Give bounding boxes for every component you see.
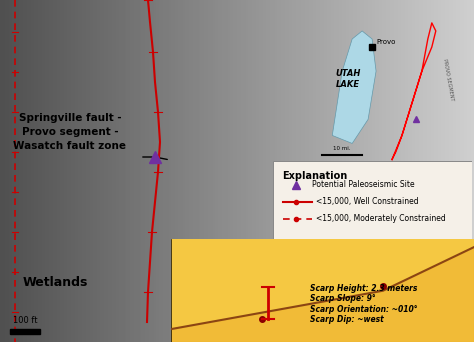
Text: <15,000, Moderately Constrained: <15,000, Moderately Constrained <box>316 214 446 223</box>
Bar <box>10 329 40 334</box>
Text: UTAH
LAKE: UTAH LAKE <box>336 69 361 89</box>
Text: 10 mi.: 10 mi. <box>334 146 351 151</box>
Polygon shape <box>332 31 376 144</box>
Text: Wetlands: Wetlands <box>22 276 88 289</box>
Text: Scarp Height: 2.3 meters
Scarp Slope: 9°
Scarp Orientation: ~010°
Scarp Dip: ~we: Scarp Height: 2.3 meters Scarp Slope: 9°… <box>310 284 418 324</box>
Text: Explanation: Explanation <box>283 171 348 181</box>
Text: <15,000, Well Constrained: <15,000, Well Constrained <box>316 197 419 206</box>
Text: 100 ft: 100 ft <box>13 316 37 325</box>
Text: Provo: Provo <box>376 39 395 45</box>
Text: Potential Paleoseismic Site: Potential Paleoseismic Site <box>312 180 415 189</box>
Text: Springville fault -
Provo segment -
Wasatch fault zone: Springville fault - Provo segment - Wasa… <box>13 113 127 151</box>
Text: PROVO SEGMENT: PROVO SEGMENT <box>442 58 454 101</box>
